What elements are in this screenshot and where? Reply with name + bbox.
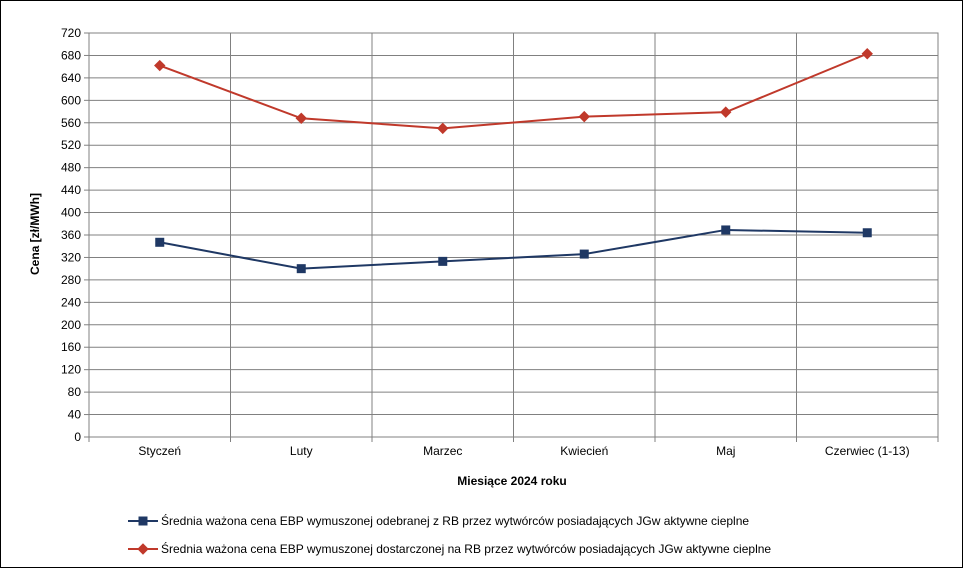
y-tick-label: 40	[68, 408, 82, 422]
legend-marker	[138, 516, 148, 526]
y-tick-label: 680	[61, 48, 81, 62]
y-tick-label: 240	[61, 295, 81, 309]
data-point	[154, 59, 166, 72]
plot-area: 0 40 80 120 160 200 240 280 320 360 400 440 480 520 56…	[61, 26, 939, 458]
legend-item-1: Średnia ważona cena EBP wymuszonej odebr…	[128, 513, 749, 528]
y-tick-label: 360	[61, 228, 81, 242]
y-tick-label: 640	[61, 71, 81, 85]
data-point	[721, 225, 731, 235]
x-tick-label: Kwiecień	[560, 444, 608, 458]
y-tick-label: 160	[61, 340, 81, 354]
legend-marker	[137, 543, 149, 555]
y-tick-label: 440	[61, 183, 81, 197]
data-point	[720, 106, 732, 118]
x-tick-label: Maj	[716, 444, 735, 458]
x-tick-label: Styczeń	[138, 444, 181, 458]
data-point	[578, 110, 590, 123]
y-tick-label: 320	[61, 250, 81, 264]
data-point	[295, 112, 307, 124]
legend: Średnia ważona cena EBP wymuszonej odebr…	[128, 513, 771, 556]
y-tick-label: 600	[61, 93, 81, 107]
x-tick-label: Marzec	[423, 444, 462, 458]
y-tick-label: 0	[74, 430, 81, 444]
legend-label: Średnia ważona cena EBP wymuszonej dosta…	[161, 541, 771, 556]
series-line	[159, 228, 868, 270]
data-point	[296, 264, 306, 274]
plot-border	[88, 32, 939, 438]
data-point	[438, 256, 448, 266]
y-axis-title: Cena [zł/MWh]	[28, 193, 42, 275]
y-tick-label: 120	[61, 363, 81, 377]
series-1	[155, 225, 872, 274]
y-tick-label: 400	[61, 206, 81, 220]
series-2	[154, 48, 873, 135]
x-tick-label: Luty	[290, 444, 313, 458]
series-line	[159, 52, 868, 130]
legend-label: Średnia ważona cena EBP wymuszonej odebr…	[161, 513, 749, 528]
y-tick-label: 720	[61, 26, 81, 40]
y-tick-label: 480	[61, 161, 81, 175]
y-tick-label: 200	[61, 318, 81, 332]
data-point	[861, 48, 873, 60]
legend-item-2: Średnia ważona cena EBP wymuszonej dosta…	[128, 541, 771, 556]
y-tick-label: 80	[68, 385, 82, 399]
y-tick-label: 280	[61, 273, 81, 287]
x-axis-title: Miesiące 2024 roku	[457, 474, 566, 488]
data-point	[579, 249, 589, 259]
data-point	[155, 237, 165, 247]
data-point	[862, 228, 872, 238]
y-tick-label: 520	[61, 138, 81, 152]
data-point	[437, 122, 449, 135]
x-tick-label: Czerwiec (1-13)	[825, 444, 910, 458]
y-tick-label: 560	[61, 116, 81, 130]
